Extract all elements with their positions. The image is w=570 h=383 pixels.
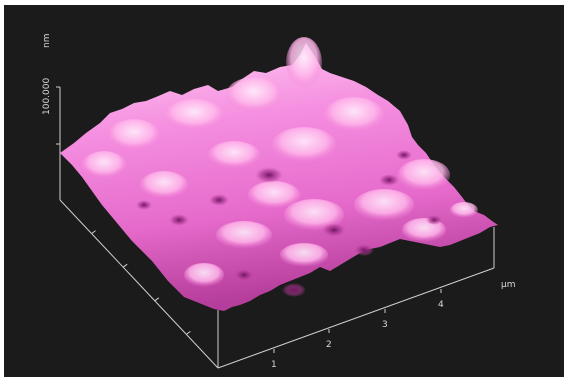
z-axis-ticks xyxy=(56,86,60,145)
x-axis-line xyxy=(217,267,495,369)
z-axis-tick-label: 100.000 xyxy=(42,78,52,115)
x-axis-unit-label: µm xyxy=(501,280,516,290)
depth-axis-ticks xyxy=(91,230,191,335)
surface-pits xyxy=(136,150,442,297)
afm-3d-topography-view: nm 100.000 µm 1 2 3 4 xyxy=(4,5,564,377)
x-axis-tick-label-4: 4 xyxy=(438,300,444,310)
x-axis-tick-label-2: 2 xyxy=(326,340,332,350)
x-axis-tick-label-3: 3 xyxy=(382,320,388,330)
x-axis-tick-label-1: 1 xyxy=(271,360,277,370)
surface-peaks xyxy=(82,37,478,287)
x-axis-ticks xyxy=(273,289,442,353)
z-axis-unit-label: nm xyxy=(42,34,52,48)
afm-3d-plot: nm 100.000 µm 1 2 3 4 xyxy=(42,34,516,370)
left-depth-axis-line xyxy=(59,199,219,369)
x-axis-tick-labels: 1 2 3 4 xyxy=(271,300,444,370)
